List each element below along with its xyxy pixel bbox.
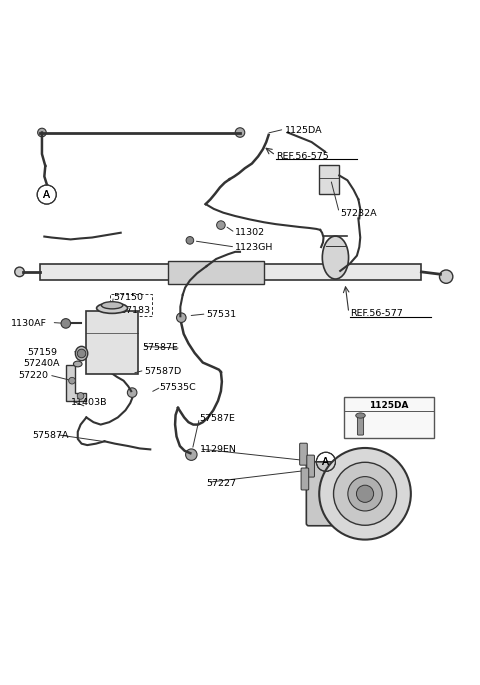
Text: 1123GH: 1123GH xyxy=(235,242,274,251)
Text: A: A xyxy=(43,190,50,199)
Circle shape xyxy=(69,377,75,384)
Ellipse shape xyxy=(75,347,88,360)
Circle shape xyxy=(334,462,396,525)
Text: 57587D: 57587D xyxy=(144,366,182,375)
Circle shape xyxy=(216,221,225,229)
Circle shape xyxy=(319,448,411,540)
Text: 57159: 57159 xyxy=(28,347,58,357)
FancyBboxPatch shape xyxy=(307,455,314,477)
Text: 11403B: 11403B xyxy=(71,398,107,407)
Text: A: A xyxy=(323,457,329,466)
Ellipse shape xyxy=(323,236,348,279)
Text: 1125DA: 1125DA xyxy=(369,401,408,410)
Text: 57587E: 57587E xyxy=(142,342,178,352)
Bar xyxy=(86,312,138,373)
Text: 11302: 11302 xyxy=(235,228,265,237)
Circle shape xyxy=(61,319,71,328)
Circle shape xyxy=(348,477,382,511)
Text: A: A xyxy=(43,190,50,199)
Text: 57150: 57150 xyxy=(114,292,144,301)
Circle shape xyxy=(37,128,46,137)
Circle shape xyxy=(127,388,137,397)
Text: REF.56-575: REF.56-575 xyxy=(276,152,328,161)
Circle shape xyxy=(186,236,194,244)
Text: 1130AF: 1130AF xyxy=(11,319,47,328)
Ellipse shape xyxy=(356,413,365,418)
Polygon shape xyxy=(319,165,339,194)
Text: 1125DA: 1125DA xyxy=(285,125,323,135)
Text: 57587A: 57587A xyxy=(33,431,69,440)
Circle shape xyxy=(186,449,197,460)
Text: 57535C: 57535C xyxy=(159,384,196,393)
Text: 1129EN: 1129EN xyxy=(199,445,236,454)
Circle shape xyxy=(357,485,373,502)
Text: 57220: 57220 xyxy=(18,371,48,380)
Text: 57240A: 57240A xyxy=(23,360,60,369)
FancyBboxPatch shape xyxy=(306,462,350,526)
Ellipse shape xyxy=(96,303,128,314)
Circle shape xyxy=(177,313,186,323)
Text: 57227: 57227 xyxy=(206,479,237,488)
Bar xyxy=(168,262,264,284)
Circle shape xyxy=(235,127,245,137)
Text: A: A xyxy=(323,457,329,466)
Ellipse shape xyxy=(73,361,82,367)
Text: 57531: 57531 xyxy=(206,310,237,319)
Ellipse shape xyxy=(101,301,123,309)
Text: 57183: 57183 xyxy=(120,306,151,314)
Text: 57587E: 57587E xyxy=(199,414,235,423)
Text: 57100: 57100 xyxy=(355,488,384,497)
Circle shape xyxy=(440,270,453,284)
FancyBboxPatch shape xyxy=(301,468,309,490)
FancyBboxPatch shape xyxy=(358,415,364,435)
Circle shape xyxy=(15,267,24,277)
Text: 57232A: 57232A xyxy=(340,209,377,218)
Text: 1125DA: 1125DA xyxy=(364,401,402,410)
Bar xyxy=(39,264,421,279)
Polygon shape xyxy=(66,365,86,401)
Circle shape xyxy=(77,349,86,358)
FancyBboxPatch shape xyxy=(300,443,307,465)
Circle shape xyxy=(77,393,84,399)
Bar xyxy=(344,397,434,438)
Text: REF.56-577: REF.56-577 xyxy=(350,310,403,319)
